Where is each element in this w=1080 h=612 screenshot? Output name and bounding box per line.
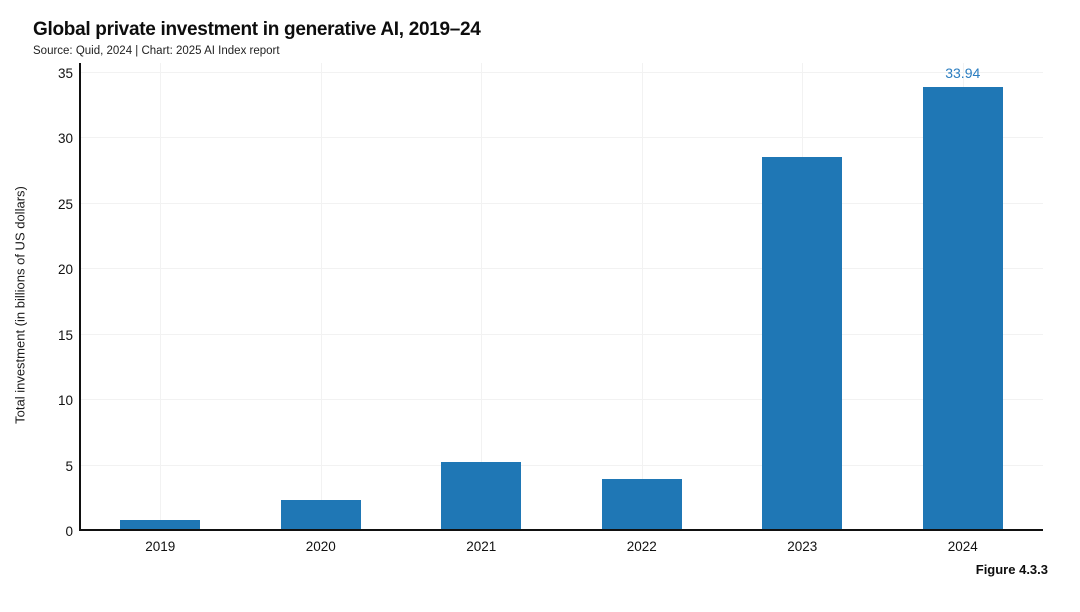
gridline-x-2022 — [641, 63, 643, 531]
y-axis-title: Total investment (in billions of US doll… — [12, 186, 28, 424]
gridline-y-25 — [80, 202, 1043, 204]
gridline-y-15 — [80, 333, 1043, 335]
bar-2019 — [120, 519, 201, 531]
x-tick-2020: 2020 — [305, 539, 336, 554]
bar-2021 — [441, 461, 522, 531]
gridline-y-10 — [80, 399, 1043, 401]
chart-source-line: Source: Quid, 2024 | Chart: 2025 AI Inde… — [33, 45, 280, 57]
bar-value-label-2024: 33.94 — [945, 64, 981, 81]
x-tick-2021: 2021 — [466, 539, 497, 554]
gridline-y-35 — [80, 72, 1043, 73]
chart-title: Global private investment in generative … — [33, 19, 481, 40]
plot-area: 33.94 0 5 10 15 20 25 30 35 2019 2020 2021 2022 202… — [58, 63, 1043, 554]
bar-2023 — [762, 156, 843, 531]
figure-number: Figure 4.3.3 — [975, 562, 1048, 577]
x-tick-2019: 2019 — [145, 539, 176, 554]
x-tick-2024: 2024 — [947, 539, 978, 554]
x-tick-2022: 2022 — [626, 539, 657, 554]
y-tick-25: 25 — [57, 196, 73, 212]
y-tick-30: 30 — [57, 131, 73, 147]
y-tick-20: 20 — [57, 262, 73, 278]
y-tick-0: 0 — [65, 524, 73, 539]
gridline-y-30 — [80, 137, 1043, 139]
bar-2022 — [601, 479, 682, 531]
y-tick-35: 35 — [57, 66, 73, 81]
gridline-x-2019 — [160, 63, 162, 531]
y-tick-15: 15 — [57, 327, 73, 343]
bar-2020 — [280, 500, 361, 531]
y-tick-5: 5 — [65, 458, 73, 474]
gridline-x-2020 — [320, 63, 322, 531]
gridline-x-2021 — [481, 63, 483, 531]
bar-2024 — [922, 86, 1003, 531]
x-tick-2023: 2023 — [787, 539, 818, 554]
y-tick-10: 10 — [57, 393, 73, 409]
gridline-y-20 — [80, 268, 1043, 270]
x-axis-line — [79, 529, 1043, 531]
gridline-y-5 — [80, 464, 1043, 466]
y-axis-line — [79, 63, 81, 531]
